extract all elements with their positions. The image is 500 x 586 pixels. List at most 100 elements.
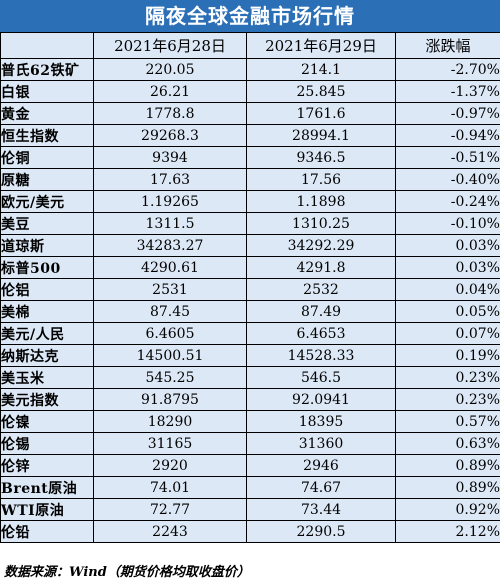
table-row: 纳斯达克 14500.51 14528.33 0.19%	[0, 344, 500, 367]
source-note: 数据来源：Wind（期货价格均取收盘价）	[0, 560, 500, 586]
table-row: 黄金 1778.8 1761.6 -0.97%	[0, 102, 500, 125]
table-row: 欧元/美元 1.19265 1.1898 -0.24%	[0, 190, 500, 213]
table-row: 伦镍 18290 18395 0.57%	[0, 410, 500, 433]
row-value-date-1: 87.45	[93, 300, 247, 323]
row-change: 0.07%	[395, 322, 500, 345]
row-value-date-2: 34292.29	[246, 234, 396, 257]
row-value-date-1: 1311.5	[93, 212, 247, 235]
header-date-1: 2021年6月28日	[93, 32, 247, 59]
row-value-date-1: 1778.8	[93, 102, 247, 125]
row-value-date-2: 546.5	[246, 366, 396, 389]
row-name: 恒生指数	[0, 124, 94, 147]
row-value-date-1: 34283.27	[93, 234, 247, 257]
row-value-date-1: 4290.61	[93, 256, 247, 279]
table-row: Brent原油 74.01 74.67 0.89%	[0, 476, 500, 499]
row-change: 0.05%	[395, 300, 500, 323]
row-value-date-2: 18395	[246, 410, 396, 433]
row-name: 伦铜	[0, 146, 94, 169]
table-row: WTI原油 72.77 73.44 0.92%	[0, 498, 500, 521]
table-row: 美元/人民 6.4605 6.4653 0.07%	[0, 322, 500, 345]
row-value-date-1: 26.21	[93, 80, 247, 103]
row-change: -0.94%	[395, 124, 500, 147]
row-value-date-2: 28994.1	[246, 124, 396, 147]
row-value-date-2: 31360	[246, 432, 396, 455]
row-value-date-2: 14528.33	[246, 344, 396, 367]
row-name: 白银	[0, 80, 94, 103]
row-value-date-2: 6.4653	[246, 322, 396, 345]
row-value-date-1: 1.19265	[93, 190, 247, 213]
row-value-date-2: 4291.8	[246, 256, 396, 279]
row-value-date-1: 29268.3	[93, 124, 247, 147]
row-name: 标普500	[0, 256, 94, 279]
table-row: 标普500 4290.61 4291.8 0.03%	[0, 256, 500, 279]
row-name: 伦锡	[0, 432, 94, 455]
row-value-date-2: 87.49	[246, 300, 396, 323]
table-row: 伦锡 31165 31360 0.63%	[0, 432, 500, 455]
row-name: WTI原油	[0, 498, 94, 521]
row-name: 黄金	[0, 102, 94, 125]
row-change: 0.23%	[395, 366, 500, 389]
row-name: 美豆	[0, 212, 94, 235]
row-value-date-2: 1310.25	[246, 212, 396, 235]
table-row: 伦铜 9394 9346.5 -0.51%	[0, 146, 500, 169]
row-name: 伦铝	[0, 278, 94, 301]
row-value-date-1: 17.63	[93, 168, 247, 191]
row-change: 0.89%	[395, 476, 500, 499]
row-change: -0.10%	[395, 212, 500, 235]
row-name: 美元/人民	[0, 322, 94, 345]
row-name: 纳斯达克	[0, 344, 94, 367]
row-name: 美元指数	[0, 388, 94, 411]
table-row: 原糖 17.63 17.56 -0.40%	[0, 168, 500, 191]
table-row: 普氏62铁矿 220.05 214.1 -2.70%	[0, 58, 500, 81]
row-change: 0.19%	[395, 344, 500, 367]
row-name: 伦铅	[0, 520, 94, 543]
header-name	[0, 32, 94, 59]
row-change: 0.03%	[395, 256, 500, 279]
row-value-date-1: 2243	[93, 520, 247, 543]
row-value-date-2: 92.0941	[246, 388, 396, 411]
header-change: 涨跌幅	[395, 32, 500, 59]
row-value-date-1: 18290	[93, 410, 247, 433]
table-row: 白银 26.21 25.845 -1.37%	[0, 80, 500, 103]
row-name: 道琼斯	[0, 234, 94, 257]
row-name: 伦锌	[0, 454, 94, 477]
row-change: -2.70%	[395, 58, 500, 81]
row-change: -1.37%	[395, 80, 500, 103]
row-change: 0.89%	[395, 454, 500, 477]
row-value-date-2: 214.1	[246, 58, 396, 81]
row-value-date-2: 74.67	[246, 476, 396, 499]
table-row: 道琼斯 34283.27 34292.29 0.03%	[0, 234, 500, 257]
quote-grid: 2021年6月28日 2021年6月29日 涨跌幅 普氏62铁矿 220.05 21…	[0, 32, 500, 543]
row-name: Brent原油	[0, 476, 94, 499]
row-change: -0.40%	[395, 168, 500, 191]
row-change: 0.23%	[395, 388, 500, 411]
row-value-date-2: 2946	[246, 454, 396, 477]
row-value-date-2: 2532	[246, 278, 396, 301]
row-value-date-1: 14500.51	[93, 344, 247, 367]
row-change: 0.03%	[395, 234, 500, 257]
row-value-date-1: 220.05	[93, 58, 247, 81]
table-row: 伦铅 2243 2290.5 2.12%	[0, 520, 500, 543]
row-change: 0.04%	[395, 278, 500, 301]
row-value-date-1: 545.25	[93, 366, 247, 389]
row-name: 美棉	[0, 300, 94, 323]
table-row: 伦锌 2920 2946 0.89%	[0, 454, 500, 477]
row-name: 欧元/美元	[0, 190, 94, 213]
row-value-date-2: 17.56	[246, 168, 396, 191]
table-row: 美元指数 91.8795 92.0941 0.23%	[0, 388, 500, 411]
row-name: 美玉米	[0, 366, 94, 389]
row-change: 2.12%	[395, 520, 500, 543]
row-name: 伦镍	[0, 410, 94, 433]
table-body: 普氏62铁矿 220.05 214.1 -2.70% 白银 26.21 25.845 -1.3…	[0, 58, 500, 543]
table-row: 恒生指数 29268.3 28994.1 -0.94%	[0, 124, 500, 147]
row-value-date-2: 1.1898	[246, 190, 396, 213]
row-value-date-2: 9346.5	[246, 146, 396, 169]
row-value-date-1: 31165	[93, 432, 247, 455]
row-change: -0.51%	[395, 146, 500, 169]
table-row: 美棉 87.45 87.49 0.05%	[0, 300, 500, 323]
row-change: -0.97%	[395, 102, 500, 125]
row-name: 普氏62铁矿	[0, 58, 94, 81]
row-value-date-2: 1761.6	[246, 102, 396, 125]
row-value-date-1: 74.01	[93, 476, 247, 499]
